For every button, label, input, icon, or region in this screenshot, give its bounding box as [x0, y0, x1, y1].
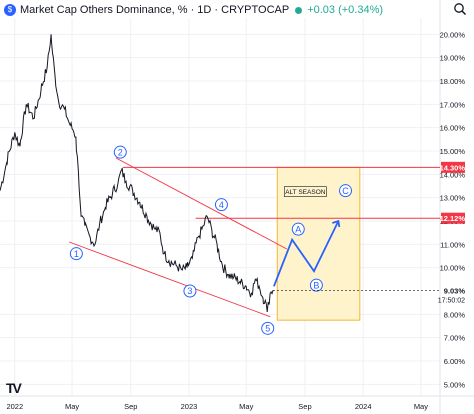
- x-tick-label: May: [239, 402, 253, 411]
- y-axis: 20.00% 19.00% 18.00% 17.00% 16.00% 15.00% 14.0…: [440, 30, 466, 389]
- wave-text: 3: [187, 286, 192, 296]
- price-change: +0.03 (+0.34%): [307, 4, 384, 16]
- wave-text: C: [342, 186, 349, 196]
- price-tag-bg: [441, 284, 465, 306]
- current-price-tag: 9.03% 17:50:02: [438, 284, 466, 306]
- x-tick-label: 2022: [6, 402, 23, 411]
- wave-label: B: [309, 278, 323, 292]
- level-tag-bg: [441, 212, 465, 224]
- cryptocap-logo-icon: $: [4, 4, 16, 16]
- y-tick-label: 5.00%: [444, 380, 466, 389]
- level-tag: 14.30%: [440, 161, 466, 173]
- wave-label: 4: [214, 198, 228, 212]
- y-tick-label: 15.00%: [440, 147, 466, 156]
- wave-text: 1: [74, 249, 79, 259]
- wave-label: 1: [69, 247, 83, 261]
- level-tag-text: 12.12%: [440, 214, 466, 223]
- x-tick-label: May: [414, 402, 428, 411]
- wave-circle: [261, 321, 275, 335]
- wave-label: A: [291, 222, 305, 236]
- wave-text: B: [313, 280, 319, 290]
- projection-line: [273, 220, 340, 287]
- wave-text: 5: [265, 324, 270, 334]
- y-tick-label: 7.00%: [444, 334, 466, 343]
- zone-label-box: [284, 186, 327, 197]
- search-icon[interactable]: [453, 2, 467, 16]
- x-tick-label: May: [65, 402, 79, 411]
- wave-circle: [183, 284, 197, 298]
- channel-lines: [69, 157, 288, 318]
- level-tag: 12.12%: [440, 212, 466, 224]
- wave-text: A: [295, 224, 301, 234]
- wave-circle: [339, 184, 353, 198]
- x-tick-label: Sep: [298, 402, 311, 411]
- y-tick-label: 19.00%: [440, 54, 466, 63]
- y-tick-label: 8.00%: [444, 310, 466, 319]
- wave-labels: 1 2 3 4 5 A B C: [69, 145, 353, 335]
- x-tick-label: 2024: [355, 402, 372, 411]
- y-tick-label: 16.00%: [440, 124, 466, 133]
- x-tick-label: 2023: [181, 402, 198, 411]
- horizontal-levels: [122, 166, 440, 219]
- y-tick-label: 14.00%: [440, 170, 466, 179]
- y-tick-label: 20.00%: [440, 30, 466, 39]
- y-tick-label: 11.00%: [440, 240, 465, 249]
- projection-arrowhead: [332, 219, 341, 228]
- current-value: 9.03%: [444, 286, 466, 295]
- level-tag-bg: [441, 161, 465, 173]
- projection-path: [273, 219, 341, 287]
- y-tick-label: 13.00%: [440, 194, 466, 203]
- market-status-icon: [295, 6, 303, 14]
- channel-line: [115, 157, 288, 250]
- wave-label: 5: [261, 321, 275, 335]
- wave-circle: [309, 278, 323, 292]
- interval-label[interactable]: 1D: [197, 4, 212, 16]
- y-tick-label: 6.00%: [444, 357, 466, 366]
- wave-label: C: [339, 184, 353, 198]
- wave-circle: [291, 222, 305, 236]
- tradingview-logo-icon: TV: [6, 380, 22, 396]
- chart-header: $ Market Cap Others Dominance, % · 1D · …: [4, 2, 383, 18]
- zone-label: ALT SEASON: [285, 189, 326, 196]
- level-tag-text: 14.30%: [440, 163, 466, 172]
- wave-circle: [69, 247, 83, 261]
- y-tick-label: 17.00%: [440, 100, 466, 109]
- price-line: [0, 34, 274, 313]
- countdown: 17:50:02: [438, 297, 465, 304]
- wave-label: 3: [183, 284, 197, 298]
- wave-label: 2: [113, 145, 127, 159]
- exchange-label: CRYPTOCAP: [221, 4, 290, 16]
- channel-line: [69, 241, 271, 318]
- x-axis: 2022 May Sep 2023 May Sep 2024 May: [6, 402, 428, 411]
- symbol-title[interactable]: Market Cap Others Dominance, %: [20, 4, 188, 16]
- y-tick-label: 18.00%: [440, 77, 466, 86]
- y-tick-label: 10.00%: [440, 264, 466, 273]
- wave-circle: [113, 145, 127, 159]
- wave-circle: [214, 198, 228, 212]
- x-tick-label: Sep: [124, 402, 137, 411]
- wave-text: 4: [219, 200, 224, 210]
- wave-text: 2: [118, 147, 123, 157]
